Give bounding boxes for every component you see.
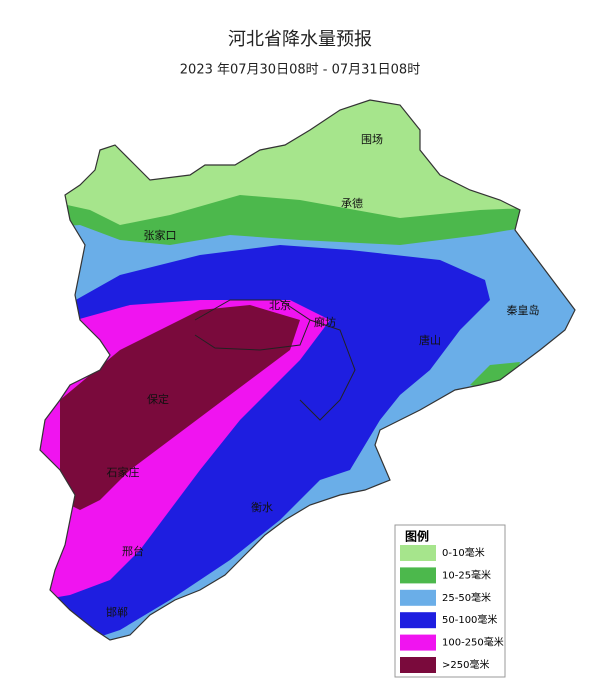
legend-label: >250毫米: [442, 658, 489, 671]
beijing-outline: [194, 299, 311, 351]
tianjin-outline: [299, 319, 356, 421]
legend-title: 图例: [405, 529, 429, 544]
city-label: 张家口: [144, 228, 177, 242]
city-label: 廊坊: [314, 315, 336, 329]
legend-swatch: [400, 634, 436, 651]
legend: 0-10毫米 10-25毫米 25-50毫米 50-100毫米 100-250毫米 >25…: [400, 545, 504, 673]
legend-label: 50-100毫米: [442, 613, 497, 626]
city-label: 围场: [361, 132, 383, 146]
city-label: 邢台: [122, 544, 144, 558]
legend-label: 0-10毫米: [442, 546, 485, 559]
city-label: 北京: [269, 298, 291, 312]
city-label: 衡水: [251, 501, 273, 514]
city-label: 邯郸: [106, 605, 128, 619]
legend-swatch: [400, 545, 436, 561]
legend-label: 25-50毫米: [442, 591, 491, 604]
rain-zone: [60, 305, 300, 510]
legend-label: 100-250毫米: [442, 636, 504, 649]
title: 河北省降水量预报: [228, 29, 372, 50]
legend-label: 10-25毫米: [442, 568, 491, 581]
city-label: 承德: [341, 196, 363, 210]
city-label: 保定: [147, 392, 169, 406]
legend-swatch: [400, 612, 436, 629]
city-label: 秦皇岛: [507, 303, 540, 317]
city-label: 唐山: [419, 333, 441, 347]
subtitle: 2023 年07月30日08时 - 07月31日08时: [180, 63, 420, 78]
legend-swatch: [400, 589, 436, 606]
legend-swatch: [400, 567, 436, 584]
city-label: 石家庄: [107, 465, 140, 479]
legend-swatch: [400, 657, 436, 673]
